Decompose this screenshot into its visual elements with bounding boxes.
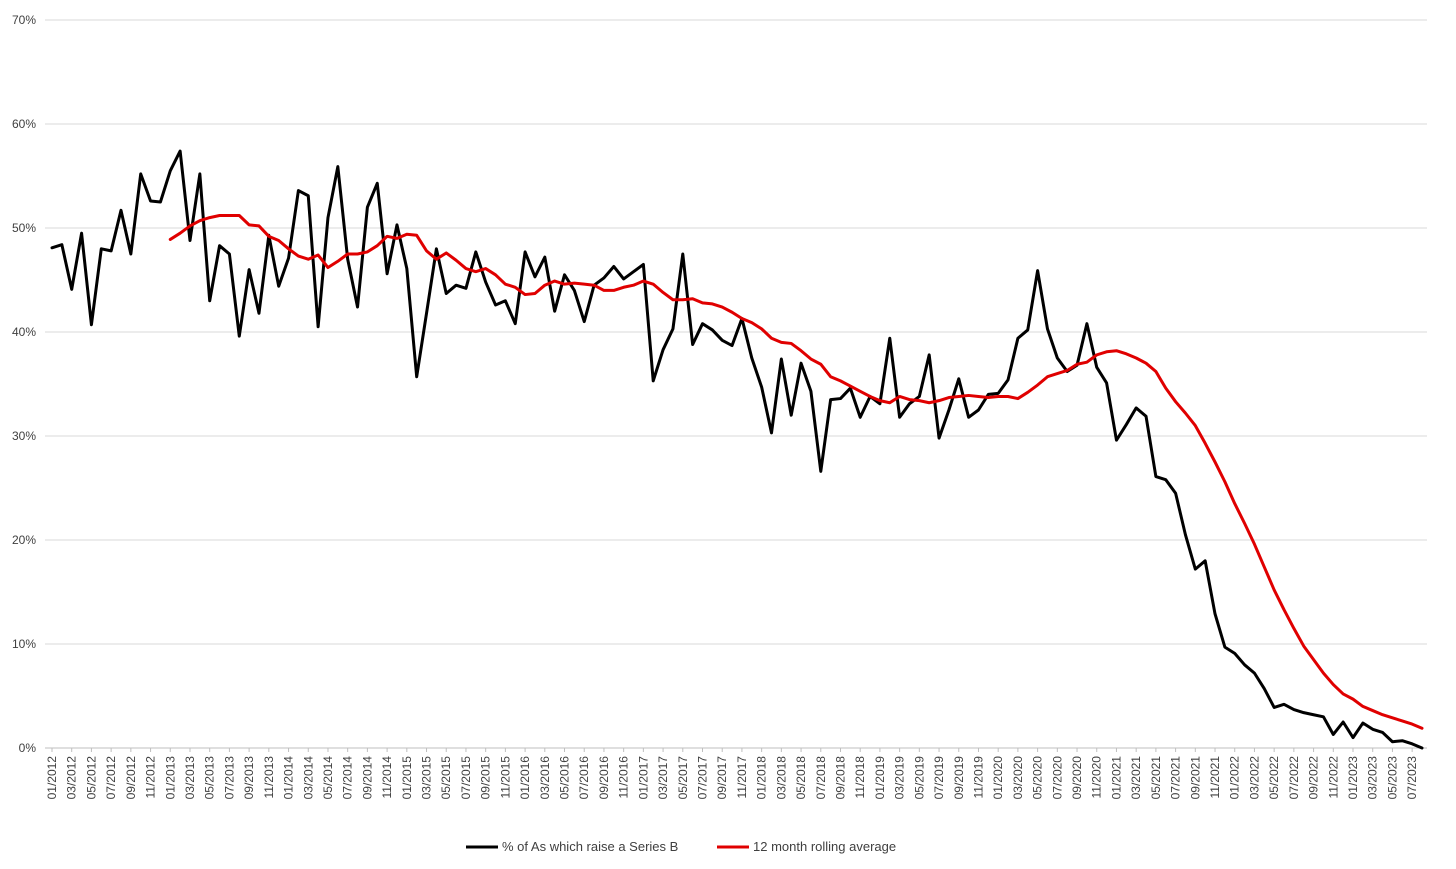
x-tick-label: 05/2022 [1267,756,1281,800]
x-tick-label: 03/2012 [65,756,79,800]
x-tick-label: 03/2020 [1011,756,1025,800]
x-tick-label: 09/2019 [952,756,966,800]
x-tick-label: 11/2013 [262,756,276,799]
x-tick-label: 01/2013 [163,756,177,800]
x-tick-label: 03/2016 [538,756,552,800]
x-tick-label: 01/2023 [1346,756,1360,800]
x-tick-label: 11/2017 [735,756,749,799]
legend-label: % of As which raise a Series B [502,839,678,854]
x-tick-label: 05/2018 [794,756,808,800]
x-tick-label: 09/2013 [242,756,256,800]
x-tick-label: 07/2019 [932,756,946,800]
x-tick-label: 01/2018 [755,756,769,800]
x-tick-label: 11/2014 [380,756,394,799]
y-tick-label: 50% [12,221,36,235]
x-tick-label: 07/2020 [1050,756,1064,800]
x-tick-label: 05/2019 [912,756,926,800]
x-tick-label: 09/2018 [833,756,847,800]
x-tick-label: 11/2020 [1090,756,1104,799]
x-tick-label: 01/2020 [991,756,1005,800]
series-line-2 [168,214,1424,730]
x-tick-label: 07/2022 [1287,756,1301,800]
x-tick-label: 09/2021 [1188,756,1202,800]
x-tick-label: 05/2016 [558,756,572,800]
x-tick-label: 03/2019 [893,756,907,800]
y-tick-label: 70% [12,13,36,27]
x-tick-label: 03/2014 [301,756,315,800]
y-tick-label: 60% [12,117,36,131]
x-tick-label: 11/2018 [853,756,867,799]
x-tick-label: 07/2023 [1405,756,1419,800]
x-axis-tick-labels: 01/2012 03/2012 05/2012 07/2012 09/2012 11/20… [45,748,1419,799]
x-tick-label: 07/2015 [459,756,473,800]
x-tick-label: 05/2012 [84,756,98,800]
x-tick-label: 01/2017 [636,756,650,800]
x-tick-label: 11/2015 [498,756,512,799]
x-tick-label: 01/2012 [45,756,59,800]
x-tick-label: 09/2017 [715,756,729,800]
x-tick-label: 11/2016 [617,756,631,799]
x-tick-label: 07/2016 [577,756,591,800]
series-line-1 [50,149,1424,750]
y-tick-label: 0% [19,741,37,755]
x-tick-label: 03/2021 [1129,756,1143,800]
x-tick-label: 05/2020 [1031,756,1045,800]
y-axis-tick-labels: 0% 10% 20% 30% 40% 50% 60% 70% [12,13,36,755]
x-tick-label: 03/2015 [420,756,434,800]
gridlines [45,19,1427,645]
x-tick-label: 03/2023 [1366,756,1380,800]
x-tick-label: 03/2018 [774,756,788,800]
x-tick-label: 07/2018 [814,756,828,800]
x-tick-label: 01/2019 [873,756,887,800]
x-tick-label: 11/2021 [1208,756,1222,799]
x-tick-label: 01/2016 [518,756,532,800]
x-tick-label: 03/2022 [1247,756,1261,800]
x-tick-label: 05/2017 [676,756,690,800]
series-layer [50,149,1424,750]
legend-label: 12 month rolling average [753,839,896,854]
x-tick-label: 09/2015 [479,756,493,800]
x-tick-label: 07/2012 [104,756,118,800]
x-tick-label: 11/2019 [971,756,985,799]
x-tick-label: 01/2021 [1109,756,1123,800]
x-tick-label: 05/2021 [1149,756,1163,800]
x-tick-label: 01/2014 [282,756,296,800]
x-tick-label: 05/2014 [321,756,335,800]
x-tick-label: 05/2023 [1385,756,1399,800]
x-tick-label: 01/2015 [400,756,414,800]
x-tick-label: 07/2013 [222,756,236,800]
x-tick-label: 03/2013 [183,756,197,800]
legend: % of As which raise a Series B 12 month r… [466,839,896,854]
x-tick-label: 11/2012 [144,756,158,799]
y-tick-label: 40% [12,325,36,339]
y-tick-label: 20% [12,533,36,547]
x-tick-label: 09/2014 [360,756,374,800]
x-tick-label: 09/2020 [1070,756,1084,800]
y-tick-label: 10% [12,637,36,651]
x-tick-label: 01/2022 [1228,756,1242,800]
x-tick-label: 07/2014 [341,756,355,800]
x-tick-label: 05/2015 [439,756,453,800]
x-tick-label: 09/2016 [597,756,611,800]
x-tick-label: 07/2017 [696,756,710,800]
x-tick-label: 11/2022 [1326,756,1340,799]
x-tick-label: 09/2012 [124,756,138,800]
x-tick-label: 03/2017 [656,756,670,800]
x-tick-label: 09/2022 [1307,756,1321,800]
y-tick-label: 30% [12,429,36,443]
x-tick-label: 05/2013 [203,756,217,800]
x-tick-label: 07/2021 [1169,756,1183,800]
